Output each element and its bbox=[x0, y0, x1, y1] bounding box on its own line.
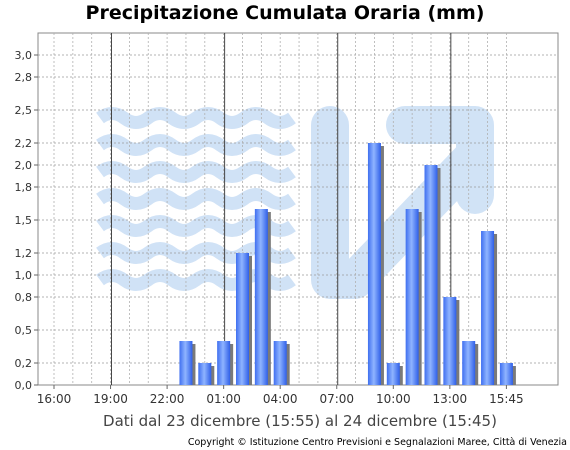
bar bbox=[273, 341, 287, 385]
x-tick-label: 13:00 bbox=[433, 392, 468, 406]
x-tick-label: 16:00 bbox=[37, 392, 72, 406]
y-tick-label: 2,0 bbox=[15, 159, 33, 172]
x-tick-label: 15:45 bbox=[489, 392, 524, 406]
bar bbox=[481, 231, 495, 385]
plot-background bbox=[37, 32, 559, 386]
bars bbox=[179, 143, 516, 385]
bar bbox=[367, 143, 381, 385]
y-tick-label: 2,8 bbox=[15, 71, 33, 84]
y-tick-label: 0,5 bbox=[15, 324, 33, 337]
bar bbox=[405, 209, 419, 385]
bar bbox=[236, 253, 249, 385]
bar bbox=[179, 341, 193, 385]
y-tick-label: 2,5 bbox=[15, 104, 33, 117]
y-tick-label: 1,0 bbox=[15, 269, 33, 282]
bar bbox=[499, 363, 513, 385]
y-tick-label: 2,2 bbox=[15, 137, 33, 150]
x-tick-label: 10:00 bbox=[376, 392, 411, 406]
copyright-text: Copyright © Istituzione Centro Prevision… bbox=[187, 437, 567, 448]
y-tick-label: 3,0 bbox=[15, 49, 33, 62]
x-tick-label: 04:00 bbox=[263, 392, 298, 406]
y-axis: 0,0 0,2 0,5 0,8 1,0 1,2 1,5 1,8 2,0 2,2 2,5 2,8 3,0 bbox=[15, 49, 38, 392]
y-tick-label: 0,0 bbox=[15, 379, 33, 392]
x-tick-label: 01:00 bbox=[206, 392, 241, 406]
y-tick-label: 0,2 bbox=[15, 357, 33, 370]
y-tick-label: 1,8 bbox=[15, 181, 33, 194]
bar bbox=[462, 341, 476, 385]
bar bbox=[217, 341, 231, 385]
x-tick-label: 19:00 bbox=[93, 392, 128, 406]
x-tick-label: 22:00 bbox=[150, 392, 185, 406]
x-axis-label: Dati dal 23 dicembre (15:55) al 24 dicem… bbox=[103, 412, 497, 430]
y-tick-label: 1,5 bbox=[15, 214, 33, 227]
bar bbox=[254, 209, 268, 385]
bar bbox=[443, 297, 457, 385]
y-tick-label: 0,8 bbox=[15, 291, 33, 304]
bar bbox=[424, 165, 438, 385]
x-tick-label: 07:00 bbox=[319, 392, 354, 406]
chart-title: Precipitazione Cumulata Oraria (mm) bbox=[85, 2, 485, 24]
bar bbox=[386, 363, 400, 385]
x-axis: 16:00 19:00 22:00 01:00 04:00 07:00 10:00 13:00… bbox=[37, 385, 524, 406]
y-tick-label: 1,2 bbox=[15, 247, 33, 260]
bar bbox=[198, 363, 212, 385]
